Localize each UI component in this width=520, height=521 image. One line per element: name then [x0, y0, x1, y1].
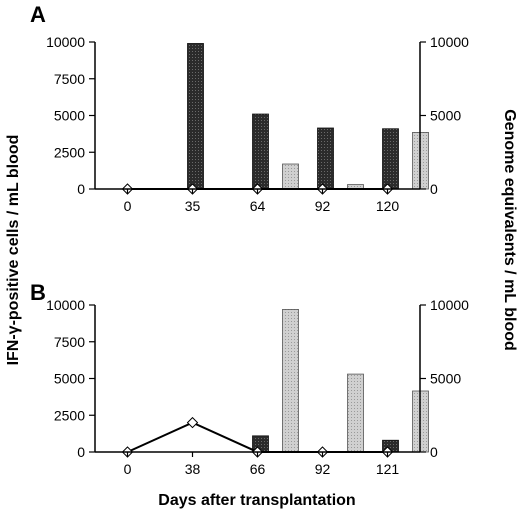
x-tick-label: 66	[250, 461, 266, 477]
bar-genome-equivalents	[282, 309, 299, 453]
y-right-tick-label: 5000	[430, 108, 461, 124]
x-tick-label: 64	[250, 198, 266, 214]
y-right-tick-label: 5000	[430, 371, 461, 387]
y-left-tick-label: 7500	[54, 334, 85, 350]
y-left-tick-label: 0	[77, 444, 85, 460]
y-axis-right-title: Genome equivalents / mL blood	[501, 109, 518, 351]
bar-ifn-cells	[252, 113, 269, 190]
y-right-tick-label: 10000	[430, 34, 469, 50]
x-tick-label: 121	[376, 461, 400, 477]
y-right-tick-label: 0	[430, 181, 438, 197]
bar-genome-equivalents	[282, 163, 299, 190]
panel-b: B 0 2500 5000 7500 10000 0 5000 10000 0 38 66 92 121	[30, 280, 469, 477]
x-axis-title: Days after transplantation	[158, 492, 355, 509]
y-left-tick-label: 2500	[54, 144, 85, 160]
bar-ifn-cells	[382, 128, 399, 190]
panel-b-label: B	[30, 280, 46, 305]
y-right-tick-label: 0	[430, 444, 438, 460]
panel-a-label: A	[30, 2, 46, 27]
x-tick-label: 0	[124, 198, 132, 214]
y-left-tick-label: 5000	[54, 371, 85, 387]
y-left-tick-label: 5000	[54, 108, 85, 124]
bar-ifn-cells	[187, 43, 204, 190]
x-tick-label: 92	[315, 461, 331, 477]
x-tick-label: 38	[185, 461, 201, 477]
x-tick-label: 120	[376, 198, 400, 214]
panel-a: A 0 2500 5000 7500 10000 0 5000 10000 0 35 64 92 120	[30, 2, 469, 214]
panel-b-bars	[252, 309, 429, 453]
bar-ifn-cells	[317, 127, 334, 190]
y-right-tick-label: 10000	[430, 297, 469, 313]
panel-a-bars	[187, 43, 429, 190]
x-tick-label: 0	[124, 461, 132, 477]
y-left-tick-label: 10000	[46, 34, 85, 50]
bar-genome-equivalents	[347, 373, 364, 453]
x-tick-label: 92	[315, 198, 331, 214]
y-left-tick-label: 0	[77, 181, 85, 197]
x-tick-label: 35	[185, 198, 201, 214]
y-left-tick-label: 7500	[54, 71, 85, 87]
y-left-tick-label: 10000	[46, 297, 85, 313]
diamond-marker	[186, 416, 199, 429]
y-left-tick-label: 2500	[54, 407, 85, 423]
y-axis-left-title: IFN-γ-positive cells / mL blood	[5, 135, 22, 366]
